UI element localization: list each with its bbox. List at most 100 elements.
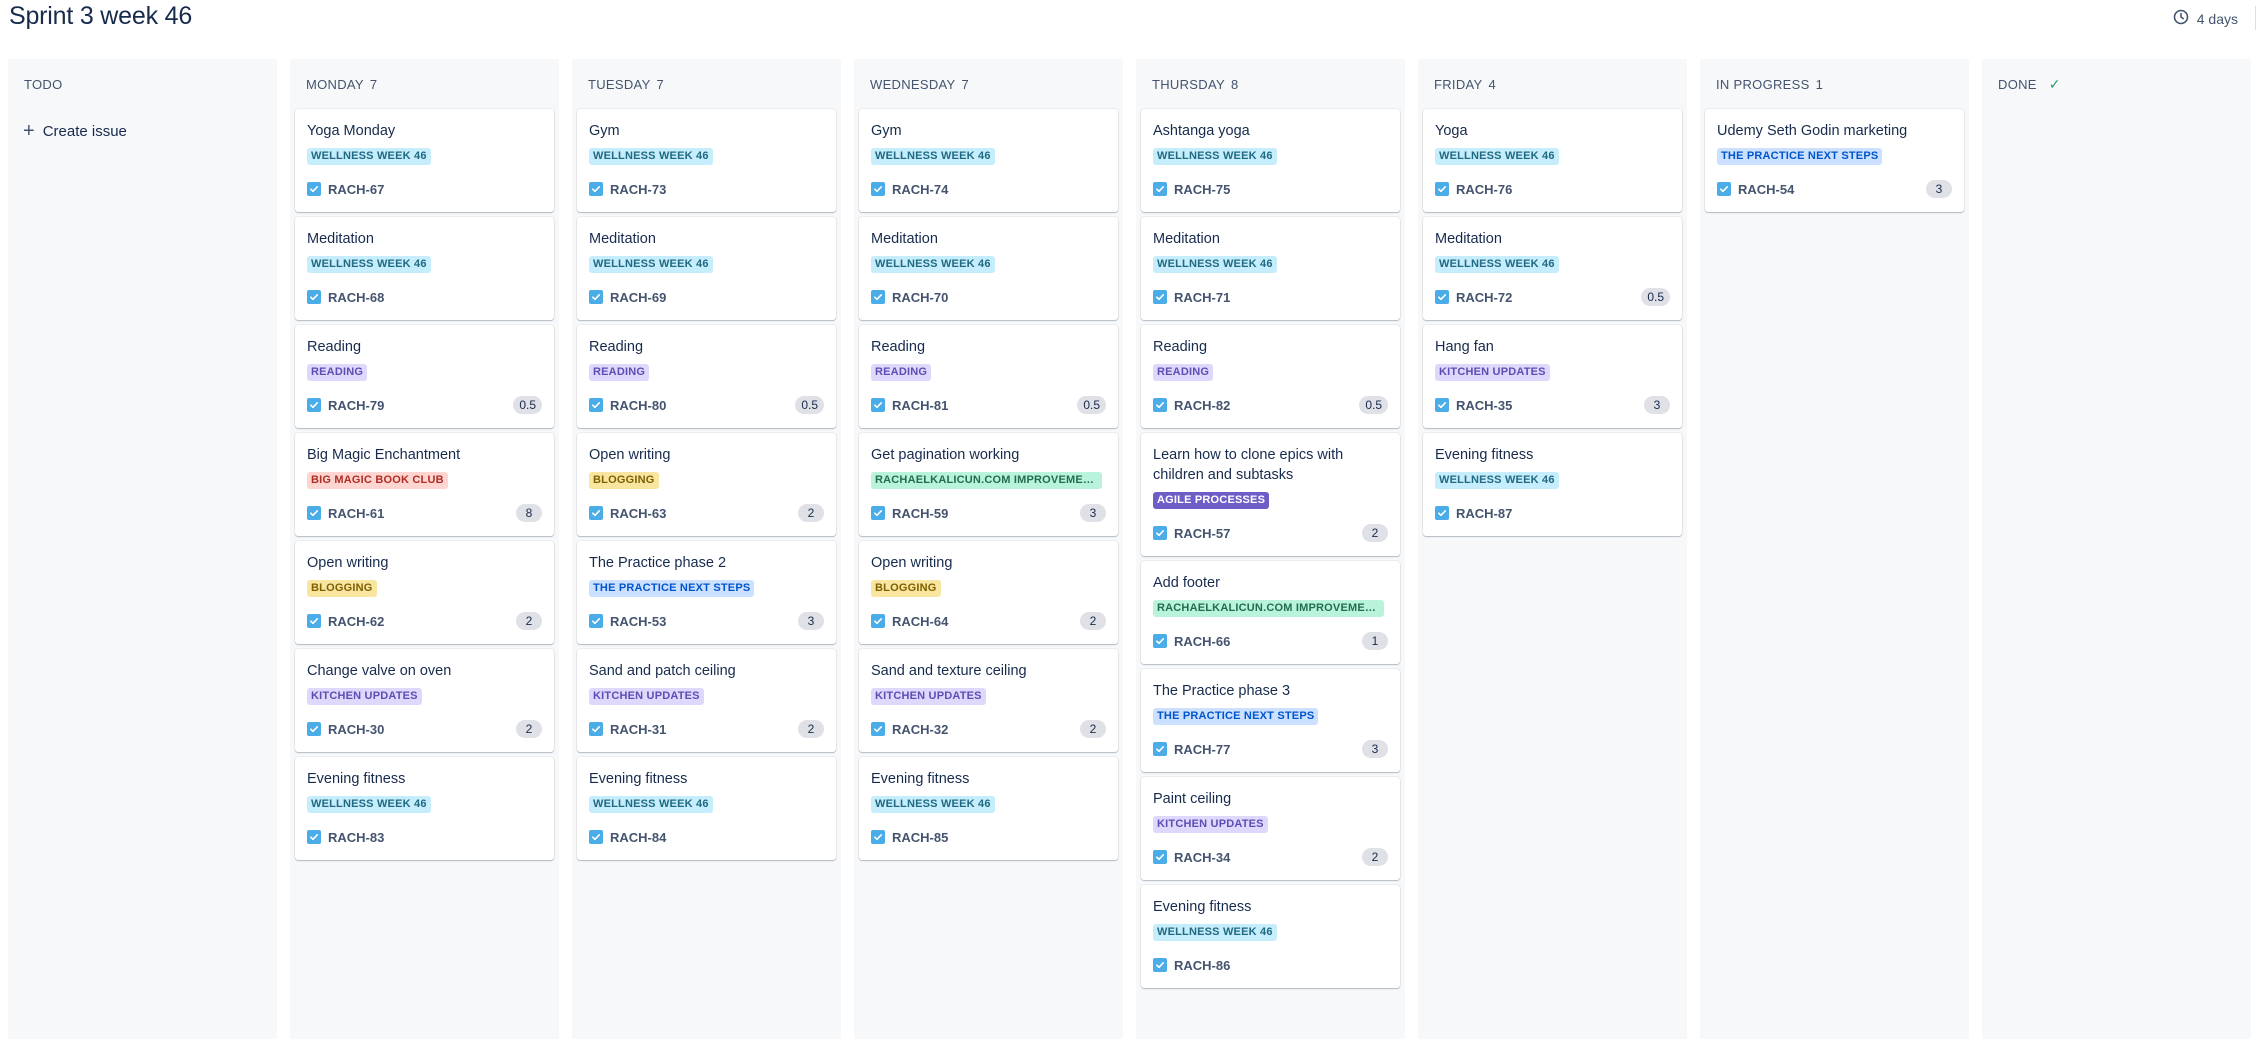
epic-label[interactable]: WELLNESS WEEK 46 (589, 148, 713, 165)
epic-label[interactable]: AGILE PROCESSES (1153, 492, 1270, 509)
issue-card[interactable]: Yoga WELLNESS WEEK 46 RACH-76 (1423, 109, 1682, 212)
issue-key[interactable]: RACH-87 (1456, 505, 1513, 521)
issue-key[interactable]: RACH-76 (1456, 181, 1513, 197)
issue-key[interactable]: RACH-35 (1456, 397, 1513, 413)
epic-label[interactable]: THE PRACTICE NEXT STEPS (1717, 148, 1883, 165)
issue-key[interactable]: RACH-85 (892, 829, 949, 845)
issue-card[interactable]: Evening fitness WELLNESS WEEK 46 RACH-83 (295, 757, 554, 860)
epic-label[interactable]: KITCHEN UPDATES (307, 688, 422, 705)
issue-key[interactable]: RACH-74 (892, 181, 949, 197)
issue-card[interactable]: Meditation WELLNESS WEEK 46 RACH-70 (859, 217, 1118, 320)
issue-card[interactable]: Sand and texture ceiling KITCHEN UPDATES R… (859, 649, 1118, 752)
issue-key[interactable]: RACH-83 (328, 829, 385, 845)
issue-key[interactable]: RACH-68 (328, 289, 385, 305)
issue-card[interactable]: Evening fitness WELLNESS WEEK 46 RACH-84 (577, 757, 836, 860)
issue-card[interactable]: Meditation WELLNESS WEEK 46 RACH-69 (577, 217, 836, 320)
epic-label[interactable]: KITCHEN UPDATES (1435, 364, 1550, 381)
sprint-time-remaining[interactable]: 4 days (2173, 9, 2238, 28)
issue-key[interactable]: RACH-82 (1174, 397, 1231, 413)
epic-label[interactable]: WELLNESS WEEK 46 (1435, 472, 1559, 489)
epic-label[interactable]: READING (871, 364, 932, 381)
epic-label[interactable]: READING (307, 364, 368, 381)
epic-label[interactable]: READING (589, 364, 650, 381)
issue-card[interactable]: Evening fitness WELLNESS WEEK 46 RACH-85 (859, 757, 1118, 860)
issue-key[interactable]: RACH-86 (1174, 957, 1231, 973)
issue-key[interactable]: RACH-73 (610, 181, 667, 197)
issue-key[interactable]: RACH-63 (610, 505, 667, 521)
issue-card[interactable]: Gym WELLNESS WEEK 46 RACH-74 (859, 109, 1118, 212)
epic-label[interactable]: WELLNESS WEEK 46 (871, 256, 995, 273)
issue-card[interactable]: Reading READING RACH-82 0.5 (1141, 325, 1400, 428)
issue-card[interactable]: The Practice phase 3 THE PRACTICE NEXT ST… (1141, 669, 1400, 772)
epic-label[interactable]: RACHAELKALICUN.COM IMPROVEMEN... (1153, 600, 1384, 617)
issue-key[interactable]: RACH-54 (1738, 181, 1795, 197)
epic-label[interactable]: WELLNESS WEEK 46 (307, 148, 431, 165)
issue-key[interactable]: RACH-80 (610, 397, 667, 413)
epic-label[interactable]: WELLNESS WEEK 46 (1153, 148, 1277, 165)
issue-card[interactable]: Open writing BLOGGING RACH-64 2 (859, 541, 1118, 644)
epic-label[interactable]: WELLNESS WEEK 46 (1435, 256, 1559, 273)
epic-label[interactable]: WELLNESS WEEK 46 (1435, 148, 1559, 165)
issue-key[interactable]: RACH-77 (1174, 741, 1231, 757)
issue-key[interactable]: RACH-69 (610, 289, 667, 305)
issue-card[interactable]: Yoga Monday WELLNESS WEEK 46 RACH-67 (295, 109, 554, 212)
issue-card[interactable]: Open writing BLOGGING RACH-62 2 (295, 541, 554, 644)
issue-card[interactable]: Evening fitness WELLNESS WEEK 46 RACH-87 (1423, 433, 1682, 536)
epic-label[interactable]: WELLNESS WEEK 46 (307, 256, 431, 273)
issue-card[interactable]: Meditation WELLNESS WEEK 46 RACH-71 (1141, 217, 1400, 320)
issue-card[interactable]: Sand and patch ceiling KITCHEN UPDATES RAC… (577, 649, 836, 752)
issue-card[interactable]: Paint ceiling KITCHEN UPDATES RACH-34 2 (1141, 777, 1400, 880)
issue-card[interactable]: Change valve on oven KITCHEN UPDATES RACH-… (295, 649, 554, 752)
issue-key[interactable]: RACH-67 (328, 181, 385, 197)
issue-card[interactable]: Meditation WELLNESS WEEK 46 RACH-72 0.5 (1423, 217, 1682, 320)
issue-key[interactable]: RACH-57 (1174, 525, 1231, 541)
issue-card[interactable]: Big Magic Enchantment BIG MAGIC BOOK CLUB… (295, 433, 554, 536)
issue-key[interactable]: RACH-53 (610, 613, 667, 629)
issue-card[interactable]: Reading READING RACH-79 0.5 (295, 325, 554, 428)
issue-card[interactable]: Evening fitness WELLNESS WEEK 46 RACH-86 (1141, 885, 1400, 988)
epic-label[interactable]: THE PRACTICE NEXT STEPS (589, 580, 755, 597)
issue-card[interactable]: Learn how to clone epics with children a… (1141, 433, 1400, 556)
epic-label[interactable]: BLOGGING (589, 472, 659, 489)
issue-key[interactable]: RACH-62 (328, 613, 385, 629)
issue-key[interactable]: RACH-34 (1174, 849, 1231, 865)
issue-key[interactable]: RACH-70 (892, 289, 949, 305)
issue-card[interactable]: Udemy Seth Godin marketing THE PRACTICE N… (1705, 109, 1964, 212)
issue-card[interactable]: Gym WELLNESS WEEK 46 RACH-73 (577, 109, 836, 212)
epic-label[interactable]: KITCHEN UPDATES (871, 688, 986, 705)
issue-key[interactable]: RACH-71 (1174, 289, 1231, 305)
issue-key[interactable]: RACH-81 (892, 397, 949, 413)
epic-label[interactable]: THE PRACTICE NEXT STEPS (1153, 708, 1319, 725)
epic-label[interactable]: WELLNESS WEEK 46 (871, 796, 995, 813)
epic-label[interactable]: WELLNESS WEEK 46 (871, 148, 995, 165)
issue-card[interactable]: The Practice phase 2 THE PRACTICE NEXT ST… (577, 541, 836, 644)
issue-card[interactable]: Ashtanga yoga WELLNESS WEEK 46 RACH-75 (1141, 109, 1400, 212)
issue-key[interactable]: RACH-30 (328, 721, 385, 737)
issue-key[interactable]: RACH-79 (328, 397, 385, 413)
issue-card[interactable]: Open writing BLOGGING RACH-63 2 (577, 433, 836, 536)
issue-key[interactable]: RACH-84 (610, 829, 667, 845)
epic-label[interactable]: KITCHEN UPDATES (589, 688, 704, 705)
epic-label[interactable]: WELLNESS WEEK 46 (307, 796, 431, 813)
issue-key[interactable]: RACH-64 (892, 613, 949, 629)
epic-label[interactable]: WELLNESS WEEK 46 (1153, 256, 1277, 273)
epic-label[interactable]: WELLNESS WEEK 46 (1153, 924, 1277, 941)
issue-key[interactable]: RACH-61 (328, 505, 385, 521)
issue-key[interactable]: RACH-72 (1456, 289, 1513, 305)
epic-label[interactable]: BLOGGING (307, 580, 377, 597)
epic-label[interactable]: WELLNESS WEEK 46 (589, 796, 713, 813)
issue-card[interactable]: Add footer RACHAELKALICUN.COM IMPROVEMEN.… (1141, 561, 1400, 664)
epic-label[interactable]: WELLNESS WEEK 46 (589, 256, 713, 273)
issue-card[interactable]: Reading READING RACH-81 0.5 (859, 325, 1118, 428)
issue-key[interactable]: RACH-32 (892, 721, 949, 737)
epic-label[interactable]: BLOGGING (871, 580, 941, 597)
epic-label[interactable]: RACHAELKALICUN.COM IMPROVEMEN... (871, 472, 1102, 489)
issue-key[interactable]: RACH-31 (610, 721, 667, 737)
issue-key[interactable]: RACH-59 (892, 505, 949, 521)
epic-label[interactable]: KITCHEN UPDATES (1153, 816, 1268, 833)
issue-card[interactable]: Reading READING RACH-80 0.5 (577, 325, 836, 428)
issue-key[interactable]: RACH-75 (1174, 181, 1231, 197)
epic-label[interactable]: BIG MAGIC BOOK CLUB (307, 472, 448, 489)
issue-card[interactable]: Meditation WELLNESS WEEK 46 RACH-68 (295, 217, 554, 320)
issue-card[interactable]: Get pagination working RACHAELKALICUN.COM… (859, 433, 1118, 536)
